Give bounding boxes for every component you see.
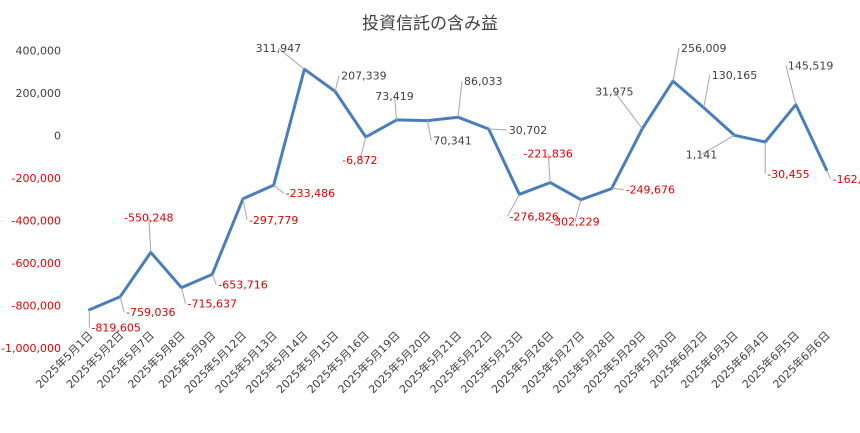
data-label: -759,036 — [126, 306, 175, 319]
data-label: -550,248 — [124, 211, 173, 224]
data-label: 1,141 — [686, 148, 718, 161]
data-label-leader — [119, 296, 125, 312]
series-line — [87, 67, 829, 312]
data-label: -221,836 — [523, 148, 572, 161]
data-label: 73,419 — [375, 90, 414, 103]
y-tick-label: -1,000,000 — [1, 342, 61, 355]
data-label-leader — [148, 217, 152, 253]
data-label: 311,947 — [256, 42, 302, 55]
data-label-leader — [507, 194, 520, 217]
data-label-leader — [394, 95, 398, 120]
data-label-leader — [613, 91, 643, 130]
data-label-leader — [359, 136, 367, 161]
data-label-leader — [211, 274, 217, 285]
data-label: 31,975 — [595, 86, 634, 99]
data-label: 86,033 — [464, 75, 503, 88]
data-label-leader — [181, 287, 187, 304]
chart-title: 投資信託の含み益 — [362, 14, 498, 34]
y-tick-label: -400,000 — [12, 215, 61, 228]
data-label: -819,605 — [91, 322, 140, 335]
data-label: 70,341 — [433, 135, 472, 148]
data-label-leader — [611, 188, 624, 191]
y-tick-label: -200,000 — [12, 172, 61, 185]
data-label: 130,165 — [712, 69, 758, 82]
y-tick-label: 200,000 — [16, 87, 62, 100]
data-label-leader — [488, 128, 507, 131]
data-label: -6,872 — [342, 154, 377, 167]
data-label-leader — [426, 120, 432, 141]
data-label: -233,486 — [286, 187, 335, 200]
data-label: 207,339 — [341, 69, 387, 82]
data-label-leader — [457, 81, 463, 118]
y-tick-label: -600,000 — [12, 257, 61, 270]
data-label: -715,637 — [188, 298, 237, 311]
data-label: -162,234 — [833, 173, 860, 186]
data-label-leader — [701, 134, 735, 155]
data-label-leader — [703, 74, 711, 108]
data-label: -30,455 — [767, 168, 809, 181]
data-label-leader — [278, 47, 305, 70]
data-label: -653,716 — [218, 278, 267, 291]
data-label: 256,009 — [681, 42, 727, 55]
data-label: 30,702 — [509, 124, 547, 137]
data-label-leader — [273, 184, 284, 194]
data-label: -302,229 — [550, 216, 599, 229]
data-label-leader — [826, 169, 832, 180]
data-label-leader — [547, 153, 551, 183]
data-label-leader — [785, 65, 797, 105]
data-label: -276,826 — [509, 210, 558, 223]
data-label-leader — [334, 75, 340, 92]
data-label: -297,779 — [249, 214, 298, 227]
data-label-leader — [242, 198, 248, 220]
data-label: -249,676 — [626, 184, 675, 197]
y-tick-label: 0 — [54, 130, 61, 143]
y-tick-label: -800,000 — [12, 300, 61, 313]
y-tick-label: 400,000 — [16, 45, 62, 58]
data-label-leader — [672, 48, 680, 82]
data-label-leader — [574, 199, 582, 222]
data-label: 145,519 — [788, 60, 834, 73]
